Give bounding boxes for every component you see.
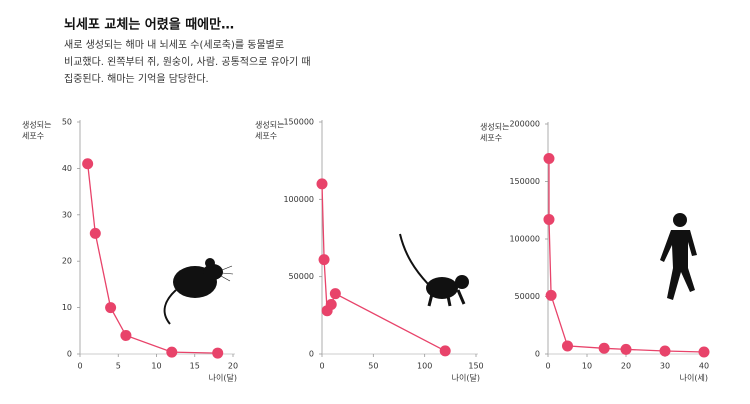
x-axis-label: 나이(달) [452,373,480,383]
data-point [598,342,610,354]
data-point [620,343,632,355]
mouse-icon [163,258,234,325]
y-tick-label: 0 [67,350,72,359]
data-point [543,213,555,225]
monkey-icon [399,233,469,307]
subtitle-line: 새로 생성되는 해마 내 뇌세포 수(세로축)를 동물별로 [64,38,284,51]
data-point [562,340,573,352]
data-point [166,346,178,358]
subtitle-line: 비교했다. 왼쪽부터 쥐, 원숭이, 사람. 공통적으로 유아기 때 [64,55,311,68]
x-tick-label: 20 [621,362,631,371]
data-point [105,302,117,314]
data-point [318,254,330,266]
x-tick-label: 20 [228,362,238,371]
x-tick-label: 50 [368,362,378,371]
y-tick-label: 100000 [509,235,540,244]
subtitle-line: 집중된다. 해마는 기억을 담당한다. [64,72,209,85]
y-tick-label: 10 [62,303,72,312]
y-axis-label: 생성되는 [255,120,284,130]
data-point [89,227,101,239]
x-tick-label: 15 [190,362,200,371]
data-point [545,289,557,301]
x-axis-label: 나이(달) [209,373,237,383]
data-line [321,183,446,352]
runner-icon [660,213,697,300]
data-point [543,153,555,164]
data-point [698,346,710,358]
data-point [120,329,132,341]
y-tick-label: 30 [62,210,72,219]
y-tick-label: 150000 [283,118,314,127]
data-point [329,288,341,300]
x-tick-label: 30 [660,362,670,371]
y-tick-label: 20 [62,257,72,266]
y-tick-label: 100000 [283,195,314,204]
data-line [548,158,705,353]
x-axis-label: 나이(세) [680,373,708,383]
y-tick-label: 0 [309,350,314,359]
x-tick-label: 10 [151,362,161,371]
y-tick-label: 200000 [509,120,540,129]
x-tick-label: 10 [582,362,592,371]
y-tick-label: 0 [535,350,540,359]
y-axis-label: 세포수 [255,132,277,141]
data-point [82,158,94,170]
x-tick-label: 40 [699,362,709,371]
x-tick-label: 100 [417,362,432,371]
data-point [439,345,451,357]
y-tick-label: 40 [62,164,72,173]
y-axis-label: 생성되는 [480,122,509,132]
data-line [87,163,218,354]
y-tick-label: 50000 [289,272,314,281]
x-tick-label: 0 [319,362,324,371]
x-tick-label: 150 [468,362,483,371]
data-point [325,299,337,311]
y-axis-label: 세포수 [22,132,44,141]
x-tick-label: 5 [116,362,121,371]
y-tick-label: 150000 [509,177,540,186]
data-point [316,178,328,190]
data-point [659,345,671,357]
y-axis-label: 생성되는 [22,120,51,130]
y-tick-label: 50 [62,118,72,127]
y-axis-label: 세포수 [480,134,502,143]
x-tick-label: 0 [545,362,550,371]
data-point [212,347,224,359]
y-tick-label: 50000 [515,292,540,301]
x-tick-label: 0 [77,362,82,371]
page-title: 뇌세포 교체는 어렸을 때에만… [64,17,234,33]
